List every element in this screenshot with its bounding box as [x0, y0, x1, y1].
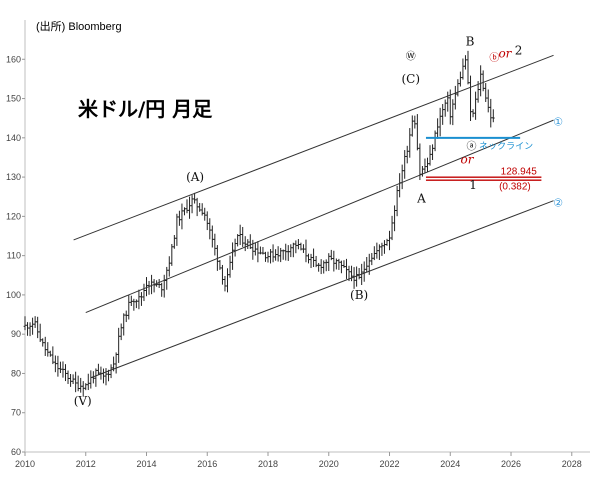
- source-label: (出所) Bloomberg: [36, 19, 122, 33]
- wave-annotation: ⓐ: [467, 141, 477, 153]
- wave-annotation: (V): [74, 394, 92, 408]
- axes: [24, 20, 590, 453]
- wave-annotation: ②: [553, 198, 563, 210]
- y-tick-label: 100: [6, 290, 21, 300]
- x-tick-label: 2026: [501, 459, 521, 469]
- neckline-label: ネックライン: [479, 141, 533, 151]
- wave-annotation: or: [498, 46, 512, 60]
- y-tick-label: 110: [7, 251, 21, 261]
- x-tick-label: 2012: [76, 459, 96, 469]
- y-tick-label: 130: [6, 172, 21, 182]
- y-tick-label: 60: [11, 447, 21, 457]
- y-tick-label: 80: [11, 368, 21, 378]
- wave-annotation: ①: [553, 116, 563, 128]
- wave-annotation: B: [466, 35, 475, 49]
- price-bars: [23, 50, 495, 397]
- x-tick-label: 2016: [197, 459, 217, 469]
- support-ratio-label: (0.382): [499, 182, 531, 193]
- y-tick-label: 90: [11, 329, 21, 339]
- y-tick-label: 160: [6, 54, 21, 64]
- wave-annotation: or: [460, 152, 474, 166]
- level-lines: ネックライン 128.945 (0.382): [425, 136, 542, 193]
- channel-line-lower: [91, 200, 554, 378]
- channel-line-upper: [73, 54, 554, 241]
- wave-annotation: (A): [186, 170, 204, 184]
- x-tick-label: 2014: [136, 459, 156, 469]
- channel-line-middle: [85, 119, 554, 314]
- support-value-label: 128.945: [501, 167, 538, 178]
- x-tick-label: 2010: [15, 459, 35, 469]
- wave-annotation: Ⓦ: [406, 50, 416, 62]
- x-tick-label: 2022: [380, 459, 400, 469]
- y-tick-label: 70: [11, 408, 21, 418]
- wave-annotation: A: [416, 192, 426, 206]
- wave-annotation: (C): [402, 72, 421, 86]
- x-tick-label: 2024: [440, 459, 460, 469]
- x-axis-ticks: 2010 2012 2014 2016 2018 2020 2022 2024 2026 2028: [15, 452, 582, 469]
- x-tick-label: 2028: [562, 459, 582, 469]
- wave-annotation: 1: [469, 178, 477, 192]
- wave-annotation: (B): [350, 288, 368, 302]
- y-tick-label: 150: [6, 94, 21, 104]
- wave-annotation: ⓑ: [489, 52, 499, 64]
- y-axis-ticks: 60 70 80 90 100 110 120 130 140 150 160: [6, 54, 25, 457]
- x-tick-label: 2020: [319, 459, 339, 469]
- y-tick-label: 120: [6, 211, 21, 221]
- channel-lines: [73, 54, 554, 378]
- wave-annotation: 2: [515, 44, 523, 58]
- chart-title: 米ドル/円 月足: [78, 97, 213, 121]
- ohlc-bar: [491, 109, 495, 123]
- x-tick-label: 2018: [258, 459, 278, 469]
- y-tick-label: 140: [6, 133, 21, 143]
